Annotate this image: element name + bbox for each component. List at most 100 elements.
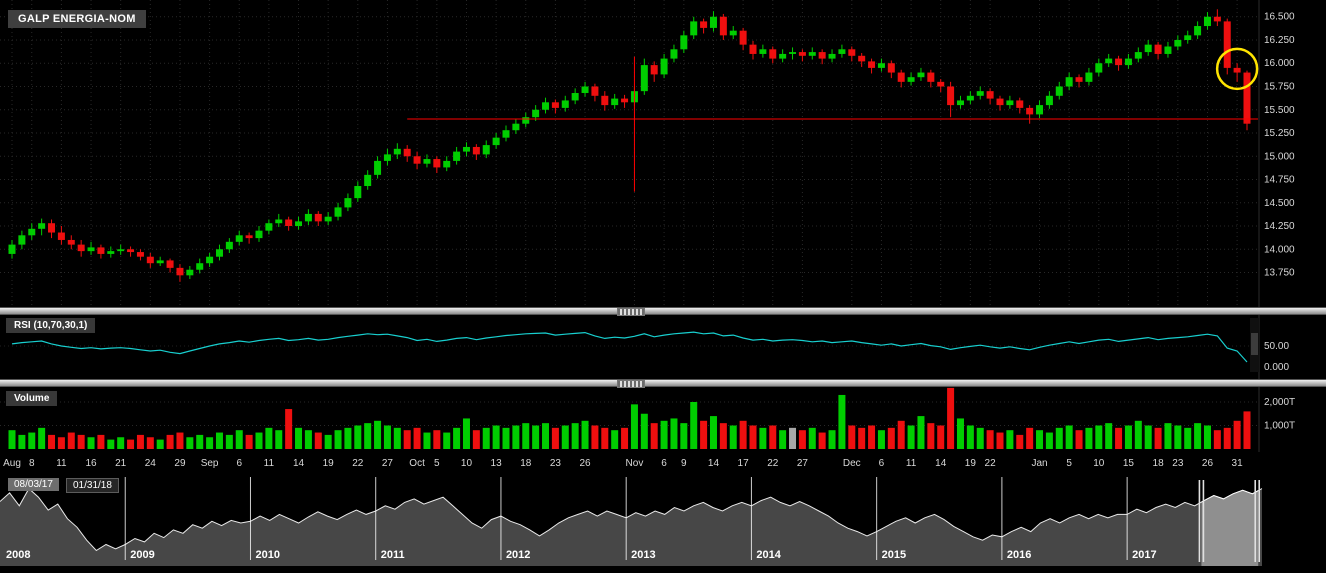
volume-bar[interactable] xyxy=(522,423,530,449)
volume-bar[interactable] xyxy=(798,430,806,449)
volume-bar[interactable] xyxy=(670,418,678,449)
candle-body[interactable] xyxy=(275,219,283,224)
volume-bar[interactable] xyxy=(1174,425,1182,450)
candle-body[interactable] xyxy=(1144,44,1152,53)
volume-bar[interactable] xyxy=(917,416,925,449)
candle-body[interactable] xyxy=(1194,26,1202,36)
volume-bar[interactable] xyxy=(48,434,56,449)
volume-bar[interactable] xyxy=(1134,420,1142,449)
volume-bar[interactable] xyxy=(611,430,619,449)
volume-bar[interactable] xyxy=(57,437,65,449)
volume-bar[interactable] xyxy=(334,430,342,449)
volume-bar[interactable] xyxy=(462,418,470,449)
candle-body[interactable] xyxy=(1016,100,1024,108)
candle-body[interactable] xyxy=(779,53,787,59)
volume-bar[interactable] xyxy=(581,420,589,449)
splitter-grip-icon[interactable] xyxy=(617,308,645,316)
volume-bar[interactable] xyxy=(1085,427,1093,449)
candle-body[interactable] xyxy=(719,16,727,36)
candle-body[interactable] xyxy=(482,145,490,155)
volume-bar[interactable] xyxy=(1124,425,1132,450)
volume-bar[interactable] xyxy=(897,420,905,449)
candle-body[interactable] xyxy=(225,241,233,250)
volume-bar[interactable] xyxy=(18,434,26,449)
volume-bar[interactable] xyxy=(986,430,994,449)
volume-bar[interactable] xyxy=(719,423,727,449)
volume-bar[interactable] xyxy=(166,434,174,449)
candle-body[interactable] xyxy=(472,146,480,155)
volume-bar[interactable] xyxy=(838,394,846,449)
volume-bar[interactable] xyxy=(1213,430,1221,449)
candle-body[interactable] xyxy=(818,52,826,59)
volume-bar[interactable] xyxy=(502,427,510,449)
volume-bar[interactable] xyxy=(225,434,233,449)
candle-body[interactable] xyxy=(423,159,431,164)
range-start-date-badge[interactable]: 08/03/17 xyxy=(8,478,59,491)
volume-bar[interactable] xyxy=(482,427,490,449)
volume-bar[interactable] xyxy=(403,430,411,449)
volume-bar[interactable] xyxy=(571,423,579,449)
candle-body[interactable] xyxy=(255,230,263,239)
volume-bar[interactable] xyxy=(324,434,332,449)
candle-body[interactable] xyxy=(48,223,56,233)
candle-body[interactable] xyxy=(798,52,806,56)
volume-bar[interactable] xyxy=(848,425,856,450)
candle-body[interactable] xyxy=(344,198,352,208)
candle-body[interactable] xyxy=(1026,107,1034,115)
volume-bar[interactable] xyxy=(561,425,569,450)
candle-body[interactable] xyxy=(462,146,470,152)
candle-body[interactable] xyxy=(591,86,599,96)
volume-bar[interactable] xyxy=(690,402,698,449)
volume-bar[interactable] xyxy=(1223,427,1231,449)
candle-body[interactable] xyxy=(1075,77,1083,82)
volume-bar[interactable] xyxy=(354,425,362,450)
candle-body[interactable] xyxy=(551,102,559,108)
candle-body[interactable] xyxy=(374,160,382,175)
candle-body[interactable] xyxy=(611,98,619,106)
volume-bar[interactable] xyxy=(700,420,708,449)
candle-body[interactable] xyxy=(196,263,204,270)
volume-bar[interactable] xyxy=(492,425,500,450)
volume-bar[interactable] xyxy=(472,430,480,449)
candle-body[interactable] xyxy=(97,247,105,254)
volume-bar[interactable] xyxy=(1016,434,1024,449)
candle-body[interactable] xyxy=(512,123,520,131)
volume-bar[interactable] xyxy=(828,430,836,449)
navigator-area[interactable] xyxy=(0,488,1262,566)
volume-bar[interactable] xyxy=(374,420,382,449)
candle-body[interactable] xyxy=(1006,100,1014,106)
candle-body[interactable] xyxy=(927,72,935,82)
volume-bar[interactable] xyxy=(186,437,194,449)
candle-body[interactable] xyxy=(1174,39,1182,47)
volume-bar[interactable] xyxy=(8,430,16,449)
candle-body[interactable] xyxy=(522,117,530,124)
candle-body[interactable] xyxy=(304,213,312,222)
candle-body[interactable] xyxy=(937,81,945,87)
candle-body[interactable] xyxy=(215,249,223,257)
candle-body[interactable] xyxy=(433,159,441,168)
candle-body[interactable] xyxy=(709,16,717,28)
candle-body[interactable] xyxy=(670,49,678,59)
volume-bar[interactable] xyxy=(709,416,717,449)
volume-bar[interactable] xyxy=(1006,430,1014,449)
candle-body[interactable] xyxy=(808,52,816,56)
volume-bar[interactable] xyxy=(1036,430,1044,449)
volume-bar[interactable] xyxy=(146,437,154,449)
candle-body[interactable] xyxy=(868,61,876,68)
candle-body[interactable] xyxy=(502,130,510,138)
candle-body[interactable] xyxy=(57,232,65,240)
volume-bar[interactable] xyxy=(196,434,204,449)
candle-body[interactable] xyxy=(1065,77,1073,87)
candle-body[interactable] xyxy=(660,58,668,75)
volume-bar[interactable] xyxy=(877,430,885,449)
volume-bar[interactable] xyxy=(1233,420,1241,449)
candle-body[interactable] xyxy=(1105,58,1113,64)
volume-bar[interactable] xyxy=(423,432,431,449)
splitter-grip-icon[interactable] xyxy=(617,380,645,388)
volume-bar[interactable] xyxy=(443,432,451,449)
volume-bar[interactable] xyxy=(235,430,243,449)
candle-body[interactable] xyxy=(186,269,194,276)
candle-body[interactable] xyxy=(1036,105,1044,115)
volume-bar[interactable] xyxy=(117,437,125,449)
volume-bar[interactable] xyxy=(512,425,520,450)
